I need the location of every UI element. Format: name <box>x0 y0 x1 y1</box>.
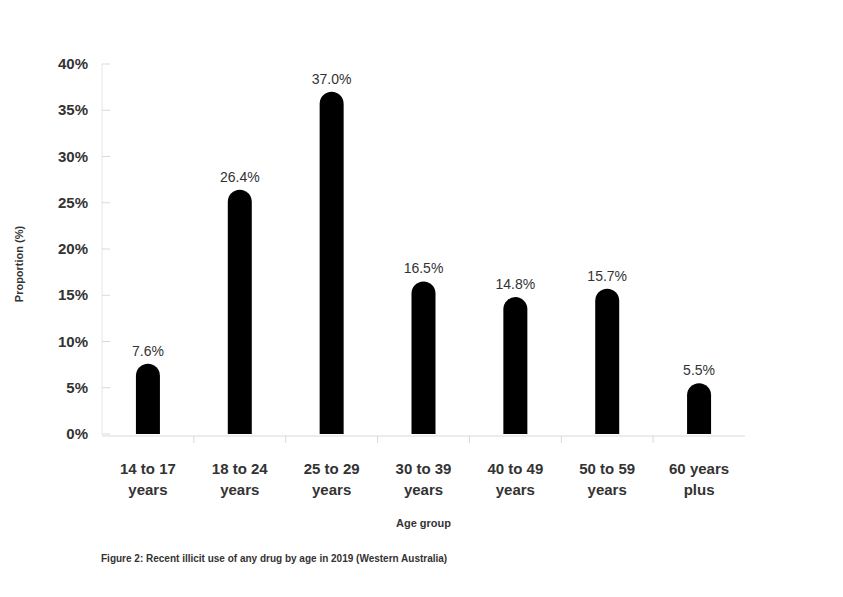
x-tick <box>193 436 194 443</box>
y-tick <box>102 110 110 111</box>
data-labels: 7.6% 26.4% 37.0% 16.5% 14.8% 15.7% 5.5% <box>132 71 715 378</box>
y-tick-label: 35% <box>58 101 88 118</box>
x-axis-line <box>102 436 745 437</box>
bar <box>503 297 527 434</box>
y-tick-label: 0% <box>66 425 88 442</box>
data-label: 14.8% <box>496 276 536 292</box>
data-label: 7.6% <box>132 343 164 359</box>
y-tick-label: 30% <box>58 148 88 165</box>
y-tick <box>102 64 110 65</box>
y-tick-label: 5% <box>66 379 88 396</box>
y-tick-label: 25% <box>58 194 88 211</box>
bar <box>595 289 619 434</box>
data-label: 37.0% <box>312 71 352 87</box>
bar <box>687 383 711 434</box>
bar <box>136 364 160 434</box>
x-axis-label: Age group <box>396 517 451 529</box>
x-tick-label: 30 to 39years <box>396 460 452 498</box>
y-tick <box>102 249 110 250</box>
bar <box>228 190 252 434</box>
y-tick-label: 15% <box>58 286 88 303</box>
x-tick-label: 40 to 49years <box>487 460 543 498</box>
x-axis: 14 to 17years 18 to 24years 25 to 29years 3… <box>120 460 729 498</box>
x-tick-label: 25 to 29years <box>304 460 360 498</box>
x-tick <box>469 436 470 443</box>
x-tick-label: 14 to 17years <box>120 460 176 498</box>
y-tick-label: 20% <box>58 240 88 257</box>
data-label: 26.4% <box>220 169 260 185</box>
x-tick-label: 50 to 59years <box>579 460 635 498</box>
y-tick <box>102 295 110 296</box>
title: Figure 2: Recent illicit use of any drug… <box>101 553 447 564</box>
x-tick <box>285 436 286 443</box>
bar <box>412 281 436 434</box>
y-axis: 0% 5% 10% 15% 20% 25% 30% 35% 40% <box>58 55 110 442</box>
x-tick-label: 60 yearsplus <box>669 460 729 498</box>
y-tick <box>102 156 110 157</box>
bars <box>136 92 711 434</box>
y-tick <box>102 387 110 388</box>
y-tick-label: 10% <box>58 333 88 350</box>
x-tick <box>377 436 378 443</box>
x-tick <box>561 436 562 443</box>
y-tick <box>102 202 110 203</box>
bar <box>320 92 344 434</box>
chart: 0% 5% 10% 15% 20% 25% 30% 35% 40% 7.6% 26.4% 37.0% 1… <box>0 0 843 597</box>
y-tick-label: 40% <box>58 55 88 72</box>
x-tick <box>653 436 654 443</box>
data-label: 16.5% <box>404 260 444 276</box>
y-tick <box>102 434 110 435</box>
data-label: 15.7% <box>587 268 627 284</box>
y-axis-label: Proportion (%) <box>13 225 25 302</box>
y-tick <box>102 341 110 342</box>
data-label: 5.5% <box>683 362 715 378</box>
x-tick-label: 18 to 24years <box>212 460 269 498</box>
